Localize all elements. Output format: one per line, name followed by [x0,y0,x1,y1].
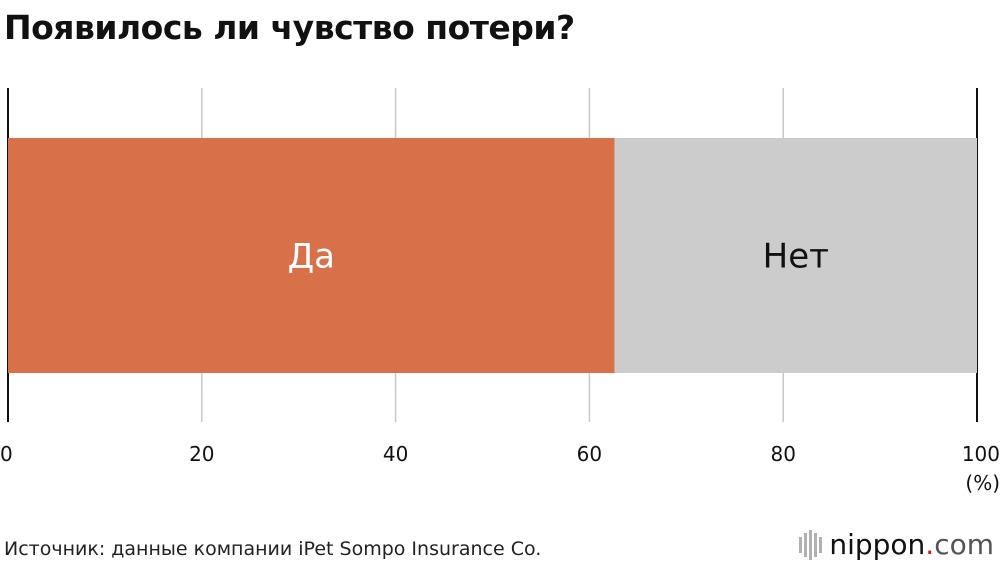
logo-text: nippon.com [829,528,994,561]
x-tick-label: 40 [383,442,408,466]
bar-segment-label: Да [288,237,335,277]
logo-bars-icon [799,530,823,560]
x-tick-label: 80 [770,442,795,466]
stacked-bar-chart: Да Нет 0 20 40 60 80 100 (%) [0,88,1000,495]
bar-segment-label: Нет [763,237,829,277]
x-unit-label: (%) [965,471,1000,495]
nippon-logo: nippon.com [799,530,994,560]
chart-title: Появилось ли чувство потери? [4,8,575,47]
x-tick-label: 0 [0,442,13,466]
source-note: Источник: данные компании iPet Sompo Ins… [4,538,542,560]
bar-segments: Да Нет [8,138,977,373]
x-axis: 0 20 40 60 80 100 (%) [0,442,1000,495]
x-tick-label: 100 [962,442,1000,466]
x-tick-label: 20 [189,442,214,466]
bar-segment-series [8,138,615,373]
x-tick-label: 60 [577,442,602,466]
bar-segment-series [614,138,977,373]
